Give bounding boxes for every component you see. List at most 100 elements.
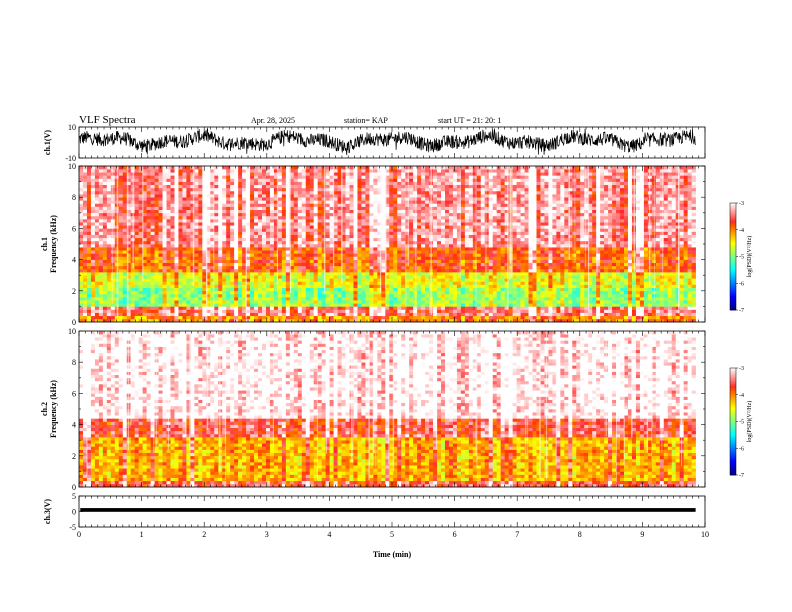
spectrogram-cell: [98, 247, 104, 251]
spectrogram-cell: [130, 318, 135, 323]
spectrogram-cell: [333, 169, 338, 173]
spectrogram-cell: [261, 281, 267, 285]
spectrogram-cell: [357, 181, 362, 186]
spectrogram-cell: [194, 237, 199, 242]
spectrogram-cell: [214, 256, 219, 260]
spectrogram-cell: [373, 244, 378, 248]
spectrogram-cell: [309, 228, 315, 232]
spectrogram-cell: [333, 256, 338, 260]
spectrogram-cell: [210, 312, 215, 317]
spectrogram-cell: [305, 284, 311, 288]
spectrogram-cell: [110, 256, 116, 260]
spectrogram-cell: [277, 169, 283, 173]
spectrogram-cell: [333, 212, 338, 217]
spectrogram-cell: [289, 312, 295, 317]
spectrogram-cell: [385, 200, 390, 204]
spectrogram-cell: [433, 197, 438, 201]
spectrogram-cell: [285, 272, 291, 276]
spectrogram-cell: [238, 222, 243, 226]
spectrogram-cell: [102, 231, 108, 235]
spectrogram-cell: [448, 190, 454, 195]
spectrogram-cell: [365, 231, 370, 235]
spectrogram-cell: [444, 297, 450, 301]
spectrogram-cell: [130, 278, 135, 282]
spectrogram-cell: [90, 278, 96, 282]
spectrogram-cell: [281, 200, 287, 204]
spectrogram-cell: [441, 209, 446, 214]
spectrogram-cell: [222, 219, 227, 223]
spectrogram-cell: [281, 187, 287, 192]
spectrogram-cell: [417, 300, 422, 304]
spectrogram-cell: [365, 240, 370, 245]
spectrogram-cell: [409, 234, 414, 239]
spectrogram-cell: [305, 244, 311, 248]
spectrogram-cell: [389, 250, 394, 254]
spectrogram-cell: [90, 303, 96, 307]
spectrogram-cell: [186, 219, 191, 223]
spectrogram-cell: [98, 297, 104, 301]
spectrogram-cell: [441, 315, 446, 320]
spectrogram-cell: [309, 240, 315, 245]
spectrogram-cell: [456, 240, 462, 245]
spectrogram-cell: [397, 200, 402, 204]
spectrogram-cell: [126, 312, 132, 317]
spectrogram-cell: [297, 244, 303, 248]
spectrogram-cell: [305, 212, 311, 217]
spectrogram-cell: [218, 209, 223, 214]
spectrogram-cell: [214, 166, 219, 170]
spectrogram-cell: [138, 278, 143, 282]
spectrogram-cell: [441, 275, 446, 279]
spectrogram-cell: [138, 184, 143, 189]
spectrogram-cell: [162, 203, 167, 207]
spectrogram-cell: [142, 303, 147, 307]
spectrogram-cell: [305, 178, 311, 182]
spectrogram-cell: [397, 231, 402, 235]
spectrogram-cell: [118, 275, 124, 279]
spectrogram-cell: [82, 281, 88, 285]
spectrogram-cell: [357, 259, 362, 264]
spectrogram-cell: [441, 297, 446, 301]
spectrogram-cell: [341, 178, 346, 182]
spectrogram-cell: [425, 194, 430, 198]
spectrogram-cell: [118, 172, 124, 176]
spectrogram-cell: [345, 231, 350, 235]
spectrogram-cell: [82, 181, 88, 186]
spectrogram-cell: [357, 312, 362, 317]
spectrogram-cell: [385, 222, 390, 226]
spectrogram-cell: [134, 303, 139, 307]
spectrogram-cell: [238, 206, 243, 210]
spectrogram-cell: [194, 240, 199, 245]
spectrogram-cell: [150, 262, 155, 267]
spectrogram-cell: [441, 222, 446, 226]
spectrogram-cell: [162, 259, 167, 264]
spectrogram-cell: [385, 178, 390, 182]
spectrogram-cell: [333, 215, 338, 220]
spectrogram-cell: [134, 215, 139, 220]
spectrogram-cell: [126, 190, 132, 195]
spectrogram-cell: [86, 297, 92, 301]
spectrogram-cell: [226, 284, 231, 288]
spectrogram-cell: [353, 172, 358, 176]
spectrogram-cell: [397, 259, 402, 264]
spectrogram-cell: [230, 209, 235, 214]
spectrogram-cell: [413, 318, 418, 323]
spectrogram-cell: [90, 253, 96, 257]
spectrogram-cell: [353, 231, 358, 235]
spectrogram-cell: [397, 250, 402, 254]
spectrogram-cell: [417, 275, 422, 279]
spectrogram-cell: [373, 247, 378, 251]
spectrogram-cell: [309, 166, 315, 170]
spectrogram-cell: [118, 306, 124, 310]
spectrogram-cell: [341, 184, 346, 189]
spectrogram-cell: [110, 275, 116, 279]
spectrogram-cell: [162, 278, 167, 282]
spectrogram-cell: [79, 231, 84, 235]
spectrogram-cell: [393, 297, 398, 301]
spectrogram-cell: [174, 300, 179, 304]
spectrogram-cell: [325, 312, 330, 317]
spectrogram-cell: [162, 228, 167, 232]
spectrogram-cell: [389, 265, 394, 270]
spectrogram-cell: [369, 197, 374, 201]
spectrogram-cell: [448, 259, 454, 264]
